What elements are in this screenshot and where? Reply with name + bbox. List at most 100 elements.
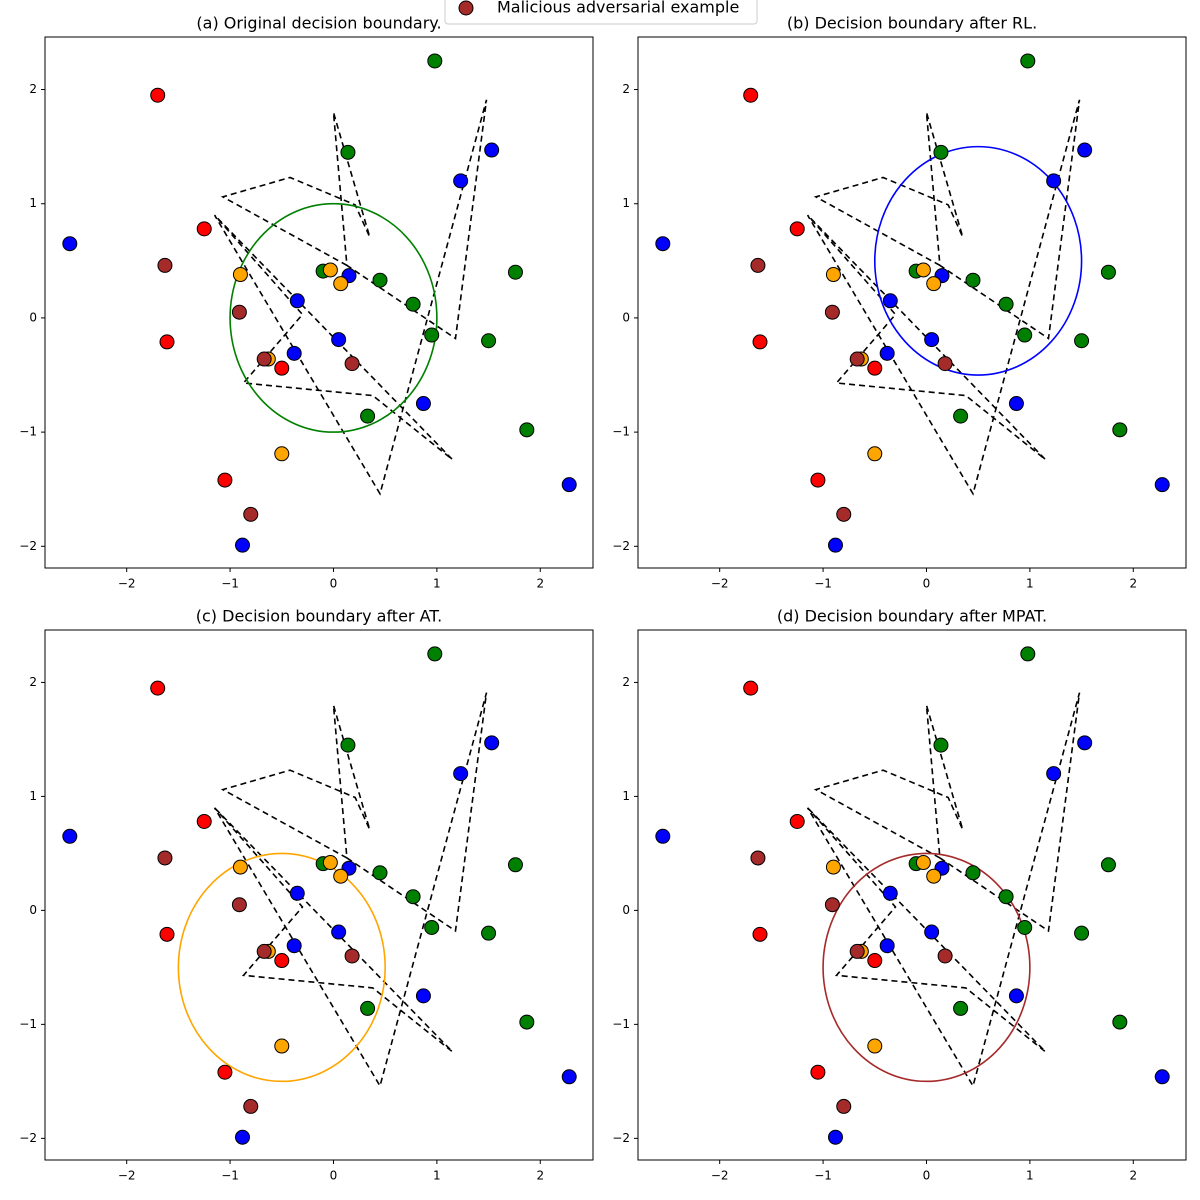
data-point [217, 1064, 233, 1080]
data-point [256, 351, 272, 367]
x-tick-label: 2 [536, 1169, 544, 1183]
x-tick-label: 0 [330, 577, 338, 591]
y-tick-label: 2 [622, 82, 630, 96]
x-tick-label: 1 [433, 577, 441, 591]
y-tick-label: 1 [29, 789, 37, 803]
data-point [750, 257, 766, 273]
data-point [427, 53, 443, 69]
data-point [232, 859, 248, 875]
y-tick-label: −2 [19, 539, 37, 553]
data-point [62, 828, 78, 844]
x-tick-label: 2 [1129, 577, 1137, 591]
data-point [157, 850, 173, 866]
x-tick-label: −1 [814, 577, 832, 591]
data-point [289, 293, 305, 309]
x-tick-label: 0 [330, 1169, 338, 1183]
data-point [427, 646, 443, 662]
boundary-line [213, 99, 488, 496]
data-point [926, 868, 942, 884]
data-point [344, 948, 360, 964]
data-point [867, 1038, 883, 1054]
x-tick-label: −1 [814, 1169, 832, 1183]
data-point [159, 926, 175, 942]
data-point [286, 938, 302, 954]
x-tick-label: −1 [221, 1169, 239, 1183]
data-point [159, 334, 175, 350]
axes-frame [637, 36, 1187, 569]
data-point [882, 293, 898, 309]
data-point [924, 924, 940, 940]
data-point [507, 857, 523, 873]
data-point [743, 680, 759, 696]
data-point [810, 472, 826, 488]
legend-box [444, 0, 758, 25]
decision-circle [177, 852, 386, 1083]
legend-marker [458, 0, 474, 16]
data-point [1020, 646, 1036, 662]
axes-frame [44, 629, 594, 1161]
data-point [286, 345, 302, 361]
data-point [405, 296, 421, 312]
data-point [344, 356, 360, 372]
data-point [825, 267, 841, 283]
x-tick-label: 2 [1129, 1169, 1137, 1183]
data-point [867, 446, 883, 462]
y-tick-label: −1 [612, 425, 630, 439]
subplot: (a) Original decision boundary. −2 −1 0 1 2 −2… [19, 14, 594, 591]
data-point [965, 865, 981, 881]
data-point [998, 296, 1014, 312]
legend-label: Malicious adversarial example [497, 0, 739, 17]
y-tick-label: −2 [19, 1131, 37, 1145]
data-point [1154, 477, 1170, 493]
x-tick-label: 1 [1026, 577, 1034, 591]
x-tick-label: −1 [221, 577, 239, 591]
data-point [150, 87, 166, 103]
data-point [867, 360, 883, 376]
data-point [405, 889, 421, 905]
data-point [849, 943, 865, 959]
data-point [924, 332, 940, 348]
data-point [836, 1098, 852, 1114]
data-point [234, 1129, 250, 1145]
data-point [1100, 857, 1116, 873]
axes-frame [637, 629, 1187, 1161]
data-point [322, 262, 338, 278]
x-tick-label: −2 [118, 1169, 136, 1183]
y-tick-label: 0 [622, 903, 630, 917]
axes-frame [44, 36, 594, 569]
data-point [196, 221, 212, 237]
data-point [519, 1014, 535, 1030]
data-point [1100, 264, 1116, 280]
x-tick-label: 1 [1026, 1169, 1034, 1183]
data-point [243, 506, 259, 522]
y-tick-label: 2 [622, 675, 630, 689]
data-point [953, 408, 969, 424]
data-point [519, 422, 535, 438]
boundary-line [806, 692, 1081, 1088]
data-point [1112, 1014, 1128, 1030]
y-tick-label: 0 [622, 310, 630, 324]
data-point [340, 737, 356, 753]
x-tick-label: 0 [923, 577, 931, 591]
data-point [827, 1129, 843, 1145]
data-point [836, 506, 852, 522]
y-tick-label: −2 [612, 1131, 630, 1145]
decision-circle [822, 852, 1031, 1083]
y-tick-label: −1 [612, 1017, 630, 1031]
data-point [915, 262, 931, 278]
data-point [234, 537, 250, 553]
data-point [1017, 327, 1033, 343]
data-point [231, 897, 247, 913]
x-tick-label: −2 [118, 577, 136, 591]
data-point [424, 919, 440, 935]
data-point [331, 924, 347, 940]
data-point [333, 276, 349, 292]
data-point [867, 953, 883, 969]
data-point [1077, 142, 1093, 158]
data-point [1077, 735, 1093, 751]
subplot-title: (d) Decision boundary after MPAT. [777, 607, 1047, 626]
data-point [372, 865, 388, 881]
data-point [743, 87, 759, 103]
data-point [849, 351, 865, 367]
